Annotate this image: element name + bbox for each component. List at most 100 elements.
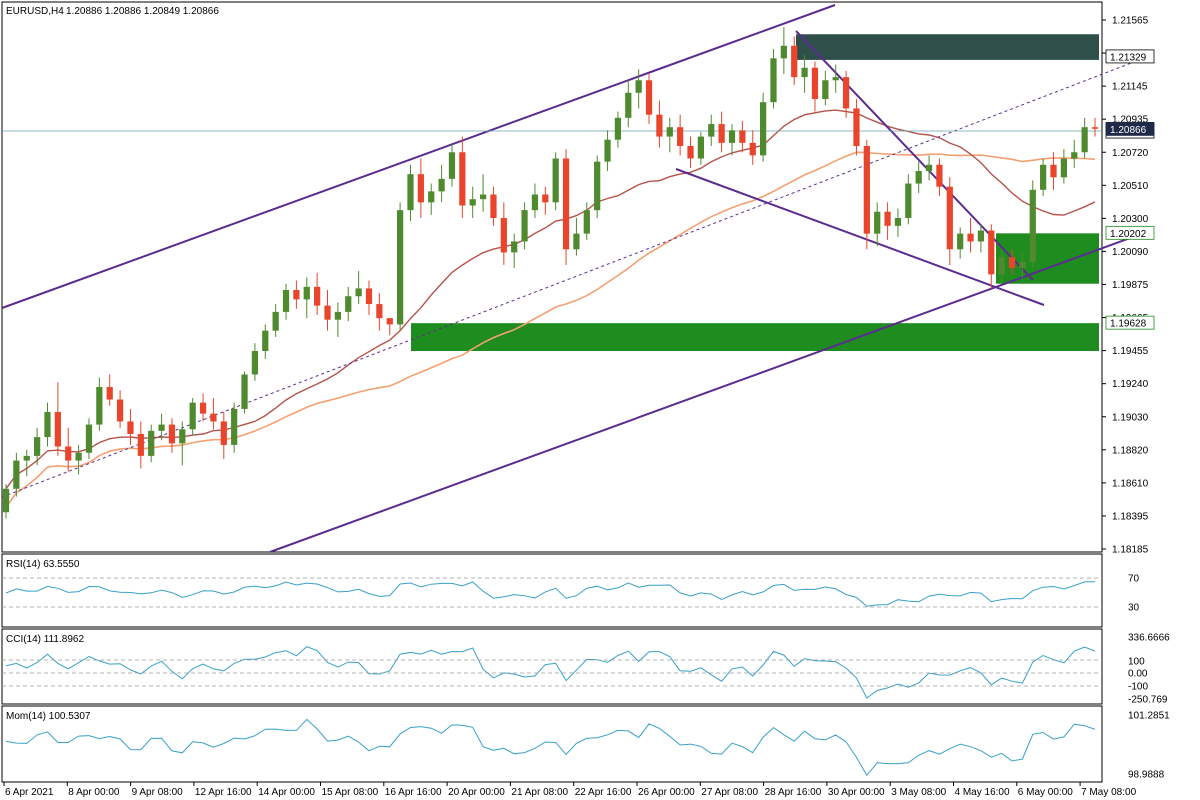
candle-body — [874, 211, 881, 234]
time-tick-label: 9 Apr 08:00 — [132, 787, 184, 798]
candle-body — [148, 430, 155, 456]
candle-body — [251, 351, 259, 375]
candle-body — [801, 67, 808, 78]
oscillator-line — [5, 718, 1096, 777]
candle-body — [1040, 164, 1047, 190]
time-tick-label: 16 Apr 16:00 — [385, 787, 442, 798]
price-tick-label: 1.18395 — [1112, 511, 1149, 522]
candle-body — [728, 130, 736, 143]
price-level-label: 1.20202 — [1110, 229, 1147, 240]
candle-body — [822, 80, 829, 100]
oscillator-line — [5, 581, 1096, 607]
osc-tick-label: 100 — [1128, 657, 1145, 668]
candle-body — [303, 286, 310, 300]
descending-trendline — [795, 30, 1034, 281]
candle-body — [780, 45, 787, 59]
osc-tick-label: 98.9888 — [1128, 770, 1165, 781]
candle-body — [85, 424, 93, 453]
time-tick-label: 6 May 00:00 — [1018, 787, 1073, 798]
price-tick-label: 1.20300 — [1112, 214, 1149, 225]
candle-body — [1050, 164, 1057, 178]
time-tick-label: 4 May 16:00 — [955, 787, 1010, 798]
candle-body — [34, 437, 41, 456]
time-tick-label: 20 Apr 00:00 — [448, 787, 505, 798]
candle-body — [1008, 257, 1016, 269]
candle-body — [988, 230, 995, 275]
candle-body — [376, 304, 383, 319]
candle-body — [562, 158, 570, 250]
osc-tick-label: 101.2851 — [1128, 711, 1170, 722]
candle-body — [293, 289, 300, 300]
time-tick-label: 14 Apr 00:00 — [258, 787, 315, 798]
candlestick-series — [2, 27, 1099, 519]
candle-body — [936, 164, 943, 187]
candle-body — [168, 424, 176, 444]
candle-body — [666, 127, 673, 137]
price-tick-label: 1.19875 — [1112, 280, 1149, 291]
candle-body — [645, 80, 653, 115]
time-tick-label: 27 Apr 08:00 — [701, 787, 758, 798]
candle-body — [635, 80, 642, 93]
candle-body — [583, 210, 590, 234]
oscillator-line — [5, 646, 1096, 699]
candle-body — [54, 412, 61, 447]
candle-body — [75, 452, 82, 461]
candle-body — [158, 424, 165, 431]
channel-upper-trendline — [1, 4, 836, 309]
candle-body — [448, 152, 456, 179]
time-tick-label: 21 Apr 08:00 — [511, 787, 568, 798]
osc-tick-label: -250.769 — [1128, 695, 1168, 706]
candle-body — [490, 194, 497, 218]
candle-body — [1091, 127, 1099, 129]
candle-body — [594, 161, 601, 211]
candle-body — [438, 178, 445, 192]
candle-body — [13, 460, 20, 489]
time-tick-label: 26 Apr 00:00 — [638, 787, 695, 798]
mom-label: Mom(14) 100.5307 — [6, 711, 91, 722]
candle-body — [552, 158, 559, 203]
time-tick-label: 3 May 08:00 — [891, 787, 946, 798]
osc-tick-label: -100 — [1128, 682, 1148, 693]
candle-body — [116, 399, 124, 422]
price-tick-label: 1.20720 — [1112, 148, 1149, 159]
candle-body — [791, 45, 798, 78]
candle-body — [573, 233, 580, 250]
candle-body — [770, 58, 777, 103]
osc-tick-label: 336.6666 — [1128, 633, 1170, 644]
candle-body — [469, 199, 476, 206]
candle-body — [106, 387, 113, 400]
candle-body — [614, 117, 622, 140]
candle-body — [998, 257, 1005, 275]
time-tick-label: 22 Apr 16:00 — [575, 787, 632, 798]
candle-body — [44, 412, 51, 438]
candle-body — [220, 421, 227, 445]
price-tick-label: 1.18610 — [1112, 478, 1149, 489]
price-level-box — [1105, 315, 1155, 330]
candle-body — [417, 174, 424, 203]
ma-fast-line — [5, 109, 1096, 490]
price-tick-label: 1.20090 — [1112, 247, 1149, 258]
candle-body — [231, 408, 238, 445]
candle-body — [967, 233, 974, 242]
rsi-panel-frame — [1, 553, 1103, 628]
candle-body — [832, 77, 839, 81]
candle-body — [542, 194, 549, 203]
zone-dark — [796, 34, 1099, 60]
time-tick-label: 7 May 08:00 — [1081, 787, 1136, 798]
candle-body — [355, 288, 362, 297]
price-level-box — [1105, 225, 1155, 240]
price-tick-label: 1.19030 — [1112, 412, 1149, 423]
osc-tick-label: 70 — [1128, 574, 1140, 585]
candle-body — [210, 413, 217, 422]
channel-lower-trendline — [269, 229, 1153, 553]
price-tick-label: 1.21145 — [1112, 82, 1148, 93]
candle-body — [842, 77, 850, 109]
candle-body — [521, 210, 528, 242]
candle-body — [687, 145, 694, 159]
candle-body — [1071, 152, 1078, 159]
candle-body — [656, 114, 663, 137]
chart-header-ohlc: 1.20886 1.20886 1.20849 1.20866 — [66, 6, 219, 17]
price-tick-label: 1.19455 — [1112, 346, 1149, 357]
